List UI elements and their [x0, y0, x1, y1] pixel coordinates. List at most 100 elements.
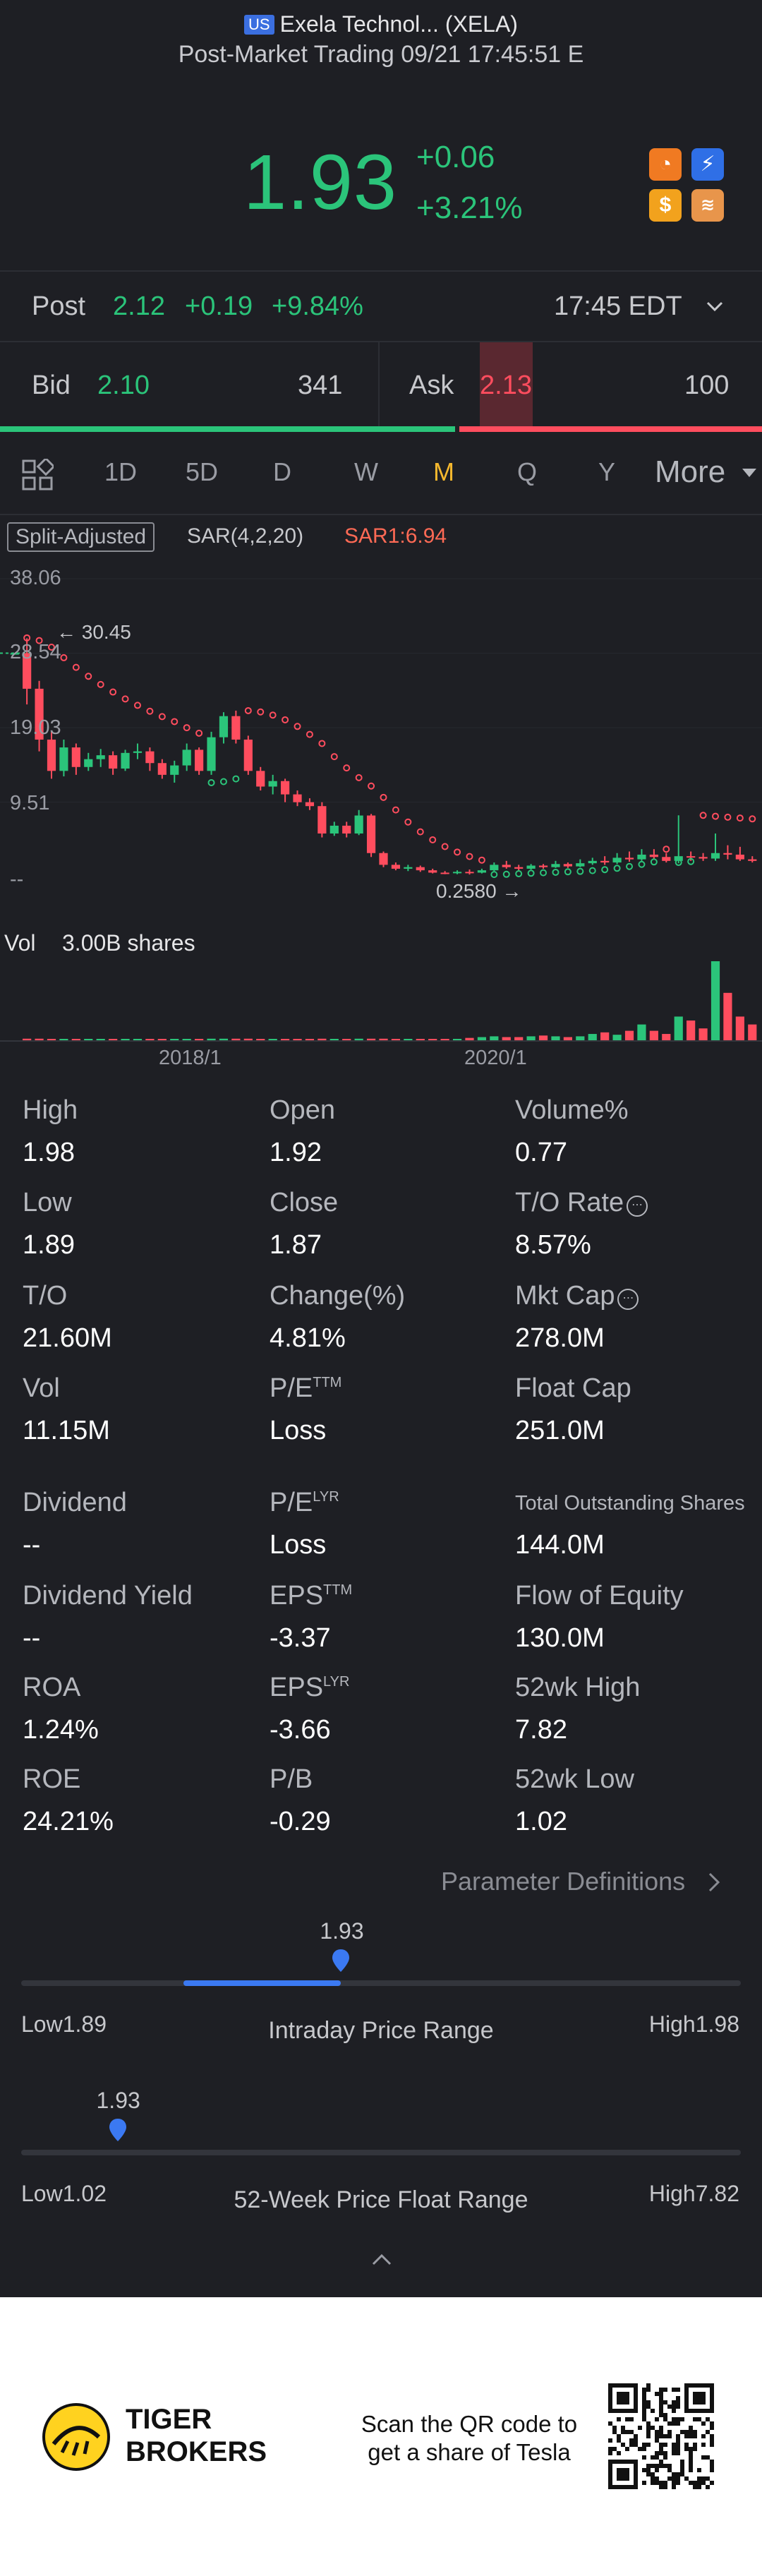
- info-icon[interactable]: ⋯: [627, 1196, 648, 1217]
- x-tick: 2018/1: [159, 1047, 222, 1069]
- parameter-definitions-link[interactable]: Parameter Definitions: [441, 1867, 686, 1896]
- qr-module: [697, 2481, 701, 2485]
- stat-label: Total Outstanding Shares: [515, 1492, 745, 1515]
- qr-module: [680, 2468, 684, 2472]
- qr-module: [612, 2430, 617, 2434]
- qr-module: [676, 2388, 680, 2392]
- qr-module: [680, 2472, 684, 2476]
- stat-label: 52wk Low: [515, 1764, 634, 1794]
- qr-module: [701, 2476, 706, 2481]
- candle-body: [404, 867, 413, 869]
- qr-module: [642, 2447, 646, 2451]
- candle-body: [329, 825, 339, 834]
- stat-value: 130.0M: [515, 1623, 605, 1653]
- sar-dot: [478, 856, 485, 864]
- stat-label: Vol: [23, 1373, 60, 1403]
- qr-module: [642, 2392, 646, 2396]
- dollar-app-icon[interactable]: $: [649, 189, 682, 222]
- qr-module: [642, 2443, 646, 2447]
- min-price-marker: 0.2580 →: [436, 880, 522, 902]
- stat-label: Float Cap: [515, 1373, 631, 1403]
- ask-highlight: [480, 342, 533, 431]
- brand-name: TIGER BROKERS: [126, 2404, 267, 2467]
- qr-module: [608, 2447, 612, 2451]
- volume-chart: [23, 961, 757, 1040]
- stack-app-icon[interactable]: ≋: [691, 189, 724, 222]
- qr-module: [655, 2392, 659, 2396]
- volume-bar: [502, 1037, 511, 1040]
- stat-value: 11.15M: [23, 1416, 110, 1445]
- volume-bar: [96, 1039, 105, 1040]
- sar-dot: [626, 862, 634, 870]
- candle-body: [59, 747, 68, 771]
- candle-body: [600, 860, 610, 863]
- candle-body: [514, 867, 524, 869]
- qr-module: [651, 2409, 655, 2413]
- sar-dot: [736, 814, 744, 822]
- qr-module: [706, 2476, 710, 2481]
- qr-module: [706, 2417, 710, 2421]
- candle-body: [637, 854, 646, 860]
- sar-dot: [244, 706, 252, 714]
- qr-module: [655, 2430, 659, 2434]
- chart-layout-icon[interactable]: [21, 459, 54, 491]
- info-icon[interactable]: ⋯: [617, 1289, 639, 1310]
- qr-module: [651, 2472, 655, 2476]
- qr-module: [710, 2438, 714, 2443]
- indicator-label[interactable]: SAR(4,2,20): [187, 524, 304, 548]
- qr-module: [684, 2447, 689, 2451]
- volume-bar: [133, 1039, 143, 1040]
- split-adjusted-toggle[interactable]: Split-Adjusted: [7, 522, 155, 552]
- volume-bar: [59, 1039, 68, 1040]
- qr-module: [701, 2481, 706, 2485]
- tab-5d[interactable]: 5D: [186, 457, 219, 486]
- volume-bar: [612, 1035, 622, 1040]
- chevron-up-icon[interactable]: [370, 2251, 394, 2268]
- qr-module: [659, 2443, 663, 2447]
- sar-dot: [490, 871, 498, 879]
- price-chart[interactable]: [0, 565, 762, 917]
- volume-bar: [268, 1039, 277, 1040]
- caret-down-icon: [742, 469, 756, 477]
- tab-1d[interactable]: 1D: [104, 457, 138, 486]
- volume-value: 3.00B shares: [62, 930, 195, 956]
- volume-bar: [318, 1038, 327, 1040]
- qr-module: [710, 2421, 714, 2426]
- sar-dot: [687, 857, 695, 865]
- sar-dot: [712, 812, 720, 820]
- tab-q[interactable]: Q: [517, 457, 538, 486]
- stock-title[interactable]: US Exela Technol... (XELA): [0, 11, 762, 37]
- qr-module: [663, 2464, 667, 2468]
- tab-y[interactable]: Y: [598, 457, 616, 486]
- more-tab[interactable]: More: [655, 455, 726, 489]
- lightning-app-icon[interactable]: ⚡: [691, 148, 724, 181]
- qr-code-icon[interactable]: [608, 2383, 714, 2489]
- qr-module: [642, 2400, 646, 2405]
- ask-size: 100: [684, 371, 730, 400]
- candle-body: [551, 864, 560, 867]
- qr-module: [651, 2481, 655, 2485]
- qr-module: [684, 2476, 689, 2481]
- sar-dot: [146, 707, 154, 715]
- week52-marker-icon: [109, 2119, 126, 2141]
- qr-module: [701, 2443, 706, 2447]
- sar-dot: [601, 866, 609, 874]
- last-price: 1.93: [243, 139, 398, 226]
- chevron-down-icon[interactable]: [704, 296, 725, 318]
- qr-module: [676, 2476, 680, 2481]
- y-tick: 9.51: [10, 792, 50, 814]
- qr-module: [612, 2447, 617, 2451]
- chevron-right-icon[interactable]: [706, 1870, 722, 1894]
- qr-module: [659, 2451, 663, 2455]
- price-change: +0.06: [416, 140, 495, 174]
- sar-dot: [355, 774, 363, 781]
- stat-label: 52wk High: [515, 1673, 641, 1702]
- options-app-icon[interactable]: ◔: [649, 148, 682, 181]
- tab-w[interactable]: W: [354, 457, 378, 486]
- ask-label: Ask: [409, 371, 454, 400]
- sar-dot: [368, 782, 375, 790]
- tab-d[interactable]: D: [273, 457, 291, 486]
- tab-m[interactable]: M: [433, 457, 454, 486]
- sar-dot: [97, 680, 104, 688]
- stat-label: Volume%: [515, 1095, 629, 1125]
